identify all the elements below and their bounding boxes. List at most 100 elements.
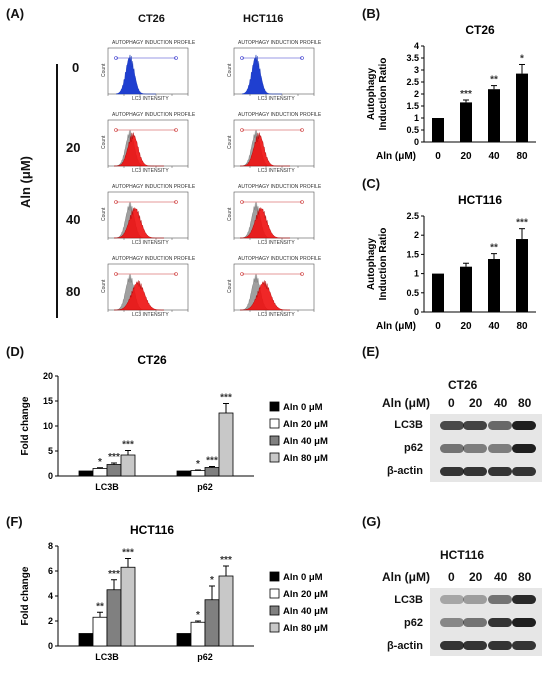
gate-marker (174, 200, 178, 204)
bar (120, 454, 136, 477)
blot-e-lane-20: 20 (469, 396, 483, 410)
y-tick-label: 20 (43, 371, 53, 381)
y-tick-label: 1 (414, 269, 419, 279)
col-header-hct116: HCT116 (243, 13, 284, 25)
hist-xlabel: LC3 INTENSITY (258, 312, 295, 318)
panel-label-f: (F) (6, 514, 23, 529)
hist-ylabel: Count (227, 135, 233, 149)
hist-title: AUTOPHAGY INDUCTION PROFILE (112, 112, 196, 118)
gate-marker (174, 56, 178, 60)
significance-marker: * (98, 457, 102, 468)
hist-ylabel: Count (101, 279, 107, 293)
blot-band (463, 444, 487, 453)
blot-band (512, 444, 536, 453)
hist-title: AUTOPHAGY INDUCTION PROFILE (112, 184, 196, 190)
bar (120, 566, 136, 647)
gate-marker (240, 56, 244, 60)
y-tick-label: 5 (48, 446, 53, 456)
bar (78, 470, 94, 477)
legend-label: Aln 40 μM (283, 606, 328, 617)
hist-xlabel: LC3 INTENSITY (258, 96, 295, 102)
blot-band (512, 421, 536, 430)
blot-e-lane-40: 40 (494, 396, 508, 410)
hist-title: AUTOPHAGY INDUCTION PROFILE (238, 256, 322, 262)
legend-swatch (269, 401, 280, 412)
histogram-0-ct26: AUTOPHAGY INDUCTION PROFILE LC3 INTENSITY… (101, 40, 196, 102)
blot-band (463, 618, 487, 627)
blot-band (463, 467, 487, 476)
dose-label-0: 0 (72, 60, 80, 75)
y-tick-label: 2 (414, 230, 419, 240)
bar (190, 470, 206, 477)
y-axis-label: Induction Ratio (378, 228, 389, 301)
legend-swatch (269, 605, 280, 616)
blot-e-lane-80: 80 (518, 396, 532, 410)
blot-g-lane-0: 0 (448, 570, 455, 584)
histogram-treated (114, 280, 164, 311)
bar (190, 621, 206, 647)
gate-marker (300, 272, 304, 276)
chart-title: CT26 (137, 353, 167, 367)
dose-label-40: 40 (66, 212, 81, 227)
bar (488, 89, 500, 142)
histogram-fill (241, 54, 282, 95)
blot-band (488, 618, 512, 627)
hist-frame (107, 119, 189, 167)
hist-ylabel: Count (101, 135, 107, 149)
significance-marker: ** (490, 243, 498, 254)
y-tick-label: 6 (48, 566, 53, 576)
hist-xlabel: LC3 INTENSITY (132, 168, 169, 174)
hist-title: AUTOPHAGY INDUCTION PROFILE (238, 40, 322, 46)
hist-xlabel: LC3 INTENSITY (258, 240, 295, 246)
blot-g-lane-20: 20 (469, 570, 483, 584)
dose-axis-line (56, 64, 58, 318)
x-tick-label: 0 (435, 151, 441, 162)
significance-marker: * (210, 575, 214, 586)
bar (106, 589, 122, 647)
blot-g-row-actin: β-actin (386, 640, 423, 652)
legend-label: Aln 80 μM (283, 453, 328, 464)
legend-label: Aln 20 μM (283, 419, 328, 430)
bar (516, 239, 528, 312)
hist-frame (233, 191, 315, 239)
panel-label-g: (G) (362, 514, 381, 529)
gate-marker (240, 272, 244, 276)
panel-label-d: (D) (6, 344, 25, 359)
y-tick-label: 8 (48, 541, 53, 551)
gate-marker (300, 128, 304, 132)
blot-e-row-actin: β-actin (386, 465, 423, 477)
blot-e-lane-0: 0 (448, 396, 455, 410)
histogram-20-hct116: AUTOPHAGY INDUCTION PROFILE LC3 INTENSITY… (227, 112, 322, 174)
hist-title: AUTOPHAGY INDUCTION PROFILE (238, 184, 322, 190)
hist-title: AUTOPHAGY INDUCTION PROFILE (112, 256, 196, 262)
bar (176, 470, 192, 477)
histogram-80-ct26: AUTOPHAGY INDUCTION PROFILE LC3 INTENSITY… (101, 256, 196, 318)
gate-marker (114, 272, 118, 276)
significance-marker: *** (122, 440, 134, 451)
gate-marker (174, 128, 178, 132)
gate-marker (300, 56, 304, 60)
gate-marker (300, 200, 304, 204)
blot-band (463, 641, 487, 650)
hist-frame (233, 119, 315, 167)
significance-marker: ** (96, 601, 104, 612)
gate-marker (114, 56, 118, 60)
histogram-treated (113, 206, 164, 239)
legend-label: Aln 20 μM (283, 589, 328, 600)
bar (432, 118, 444, 142)
significance-marker: * (520, 53, 524, 64)
histogram-fill (115, 54, 156, 95)
blot-band (440, 618, 464, 627)
blot-e-title: CT26 (448, 378, 478, 392)
hist-xlabel: LC3 INTENSITY (132, 312, 169, 318)
blot-g-lane-80: 80 (518, 570, 532, 584)
blot-band (488, 421, 512, 430)
hist-ylabel: Count (227, 207, 233, 221)
significance-marker: *** (122, 548, 134, 559)
blot-band (512, 641, 536, 650)
chart-title: HCT116 (458, 193, 502, 207)
histogram-treated (240, 132, 290, 167)
blot-e-row-lc3b: LC3B (394, 419, 423, 431)
blot-band (488, 444, 512, 453)
